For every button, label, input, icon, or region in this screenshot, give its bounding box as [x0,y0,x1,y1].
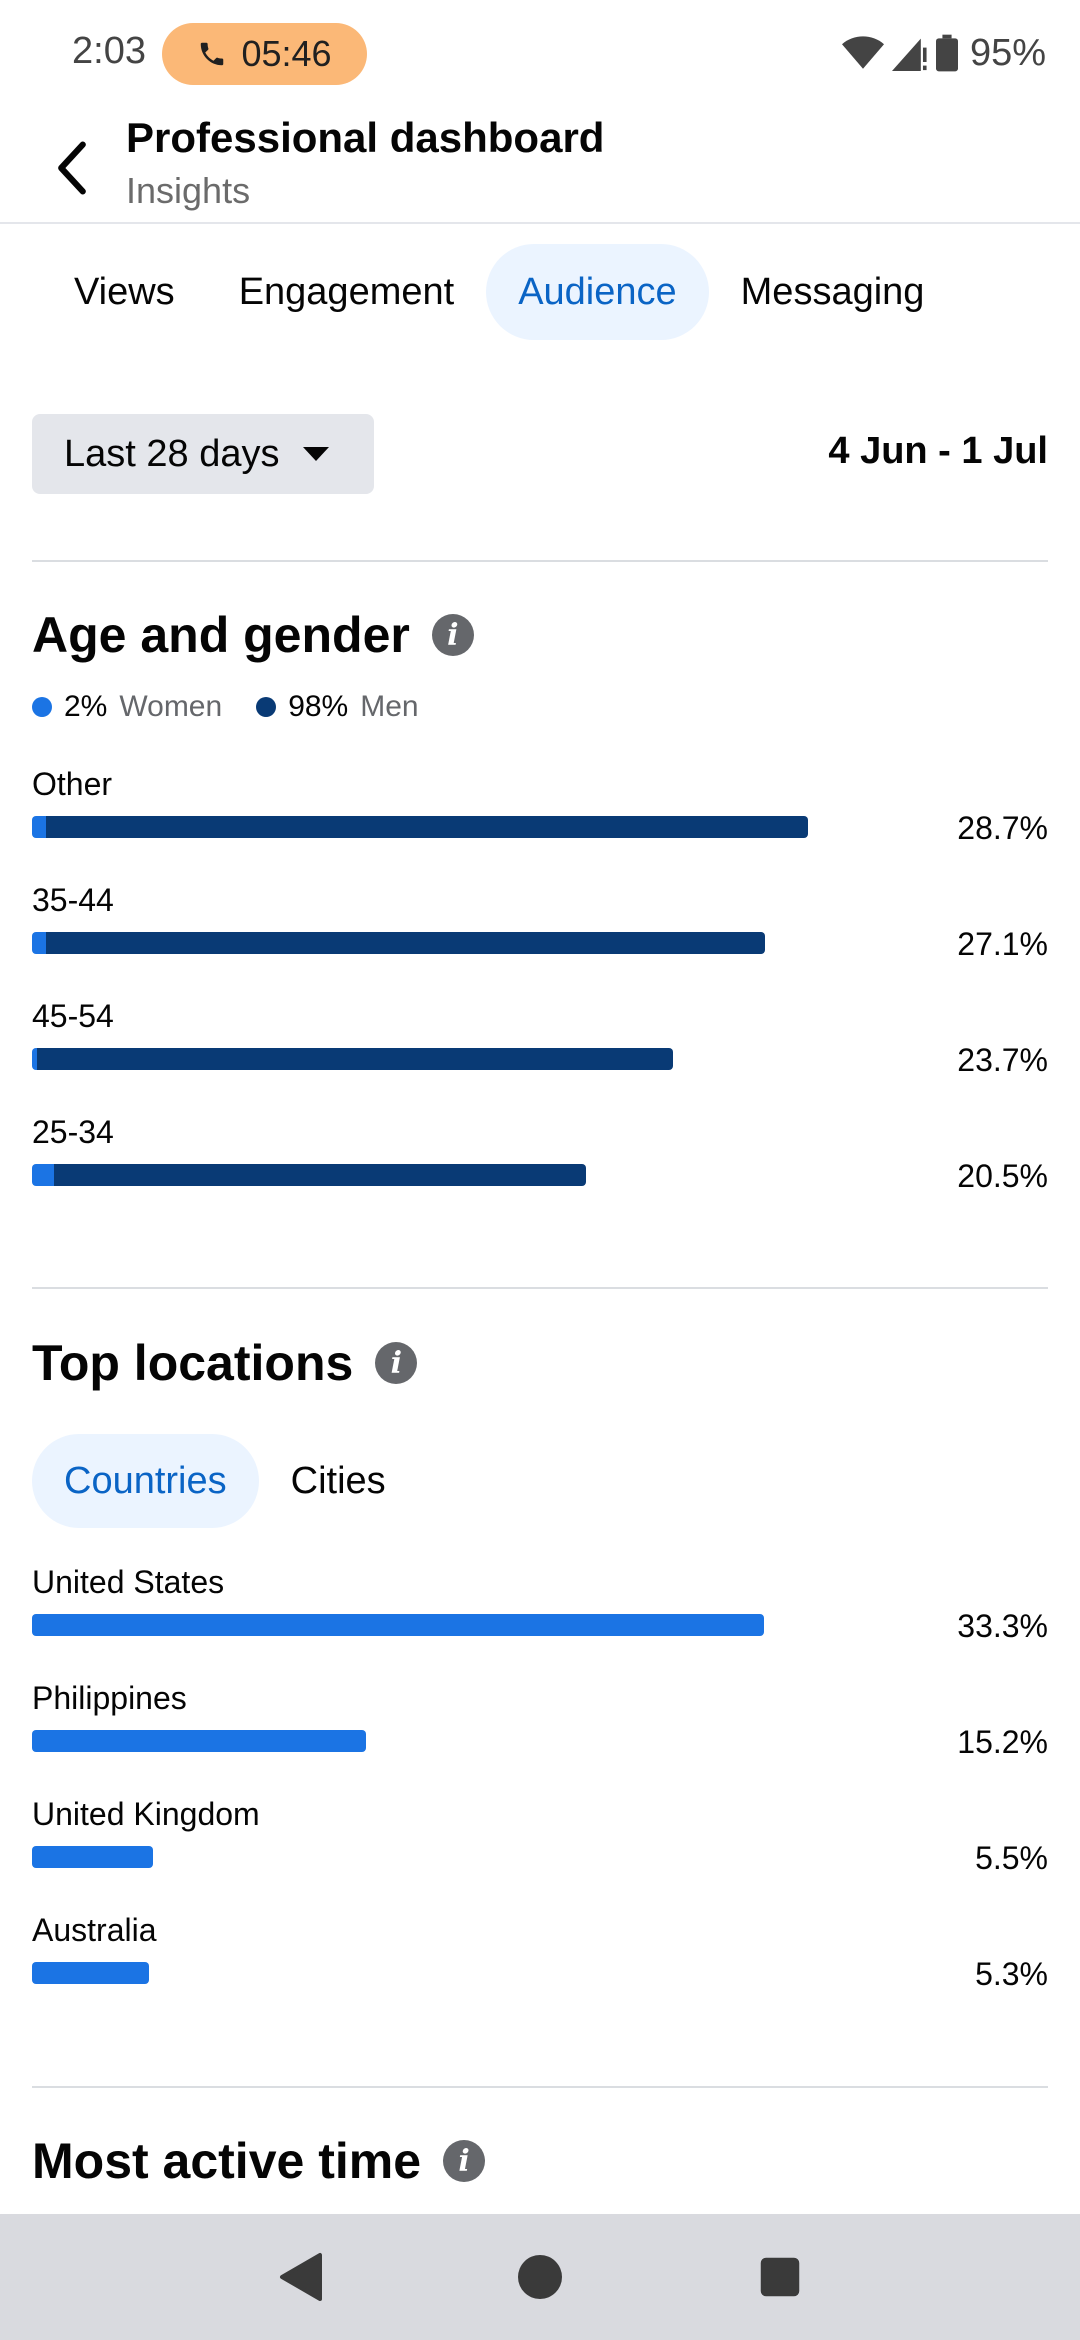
caret-down-icon [303,447,330,461]
bar-value-label: 5.3% [975,1956,1048,1992]
bar [32,1730,367,1752]
status-icons: 95% [841,30,1046,76]
bar-value-label: 20.5% [957,1158,1048,1194]
bar [32,1048,38,1070]
back-button[interactable] [40,136,104,200]
bar-row: Australia 5.3% [32,1912,1048,2022]
date-range-dropdown-label: Last 28 days [64,432,280,475]
battery-icon [935,34,958,72]
most-active-heading: Most active time i [32,2132,486,2190]
bar-label: Australia [32,1912,157,1948]
bar-row: 35-44 27.1% [32,882,1048,992]
tab-cities[interactable]: Cities [290,1459,386,1502]
age-gender-title: Age and gender [32,607,410,663]
location-tabs: Countries Cities [32,1434,418,1528]
bar-value-label: 27.1% [957,926,1048,962]
bar [53,1164,587,1186]
bar-label: 35-44 [32,882,114,918]
legend-men-label: Men [360,690,419,723]
legend-women-pct: 2% [64,690,108,723]
bar-value-label: 28.7% [957,810,1048,846]
bar-track [32,1048,673,1070]
info-icon[interactable]: i [431,614,474,656]
phone-icon [201,42,224,66]
bar-label: United Kingdom [32,1796,260,1832]
divider [32,1287,1048,1289]
bar-label: United States [32,1564,225,1600]
most-active-title: Most active time [32,2133,422,2189]
bar [32,1962,149,1984]
bar [32,1846,153,1868]
tab-countries[interactable]: Countries [32,1434,259,1528]
bar [45,932,765,954]
legend-men-dot [256,697,277,717]
ongoing-call-pill[interactable]: 05:46 [162,23,367,85]
bar-track [32,1614,764,1636]
nav-home-button[interactable] [505,2242,575,2312]
nav-back-button[interactable] [265,2242,335,2312]
page-subtitle: Insights [126,170,251,211]
bar [37,1048,673,1070]
bar-track [32,1962,149,1984]
legend-women-dot [32,697,52,717]
tab-engagement[interactable]: Engagement [238,270,455,313]
battery-percent: 95% [969,31,1046,74]
bar [32,1164,54,1186]
bar-row: 45-54 23.7% [32,998,1048,1108]
status-bar: 2:03 05:46 95% [0,0,1080,108]
bar-value-label: 15.2% [957,1724,1048,1760]
info-icon[interactable]: i [443,2140,486,2182]
bar-track [32,1730,367,1752]
bar-row: United States 33.3% [32,1564,1048,1674]
bar-track [32,816,808,838]
bar-value-label: 33.3% [957,1608,1048,1644]
nav-recents-button[interactable] [745,2242,815,2312]
app-header: Professional dashboard Insights [0,108,1080,224]
legend-men-pct: 98% [288,690,349,723]
bar-track [32,1846,153,1868]
cell-signal-icon [891,38,927,71]
info-icon[interactable]: i [375,1342,418,1384]
bar-label: 25-34 [32,1114,114,1150]
bar [45,816,808,838]
wifi-icon [841,36,884,69]
system-nav-bar [0,2214,1080,2340]
top-locations-heading: Top locations i [32,1334,418,1392]
divider [32,2086,1048,2088]
bar-track [32,1164,587,1186]
square-recents-icon [760,2257,800,2297]
status-time: 2:03 [72,30,146,72]
tab-views[interactable]: Views [74,270,175,313]
bar-row: Other 28.7% [32,766,1048,876]
tab-audience[interactable]: Audience [486,244,709,340]
bar [32,1614,764,1636]
bar-value-label: 23.7% [957,1042,1048,1078]
bar-track [32,932,765,954]
triangle-back-icon [280,2253,322,2301]
date-range-text: 4 Jun - 1 Jul [828,430,1048,472]
bar-label: 45-54 [32,998,114,1034]
circle-home-icon [518,2255,562,2299]
bar-value-label: 5.5% [975,1840,1048,1876]
legend-women-label: Women [119,690,223,723]
date-range-dropdown[interactable]: Last 28 days [32,414,374,494]
bar [32,816,46,838]
bar-row: 25-34 20.5% [32,1114,1048,1224]
back-arrow-icon [58,141,86,195]
bar-label: Philippines [32,1680,187,1716]
insights-tabs: Views Engagement Audience Messaging [42,244,956,340]
divider [32,560,1048,562]
age-gender-heading: Age and gender i [32,606,474,664]
bar-row: Philippines 15.2% [32,1680,1048,1790]
bar [32,932,46,954]
bar-label: Other [32,766,113,802]
tab-messaging[interactable]: Messaging [740,270,925,313]
bar-row: United Kingdom 5.5% [32,1796,1048,1906]
top-locations-title: Top locations [32,1335,354,1391]
age-gender-legend: 2% Women 98% Men [32,690,453,724]
call-timer: 05:46 [241,33,332,74]
page-title: Professional dashboard [126,114,605,161]
